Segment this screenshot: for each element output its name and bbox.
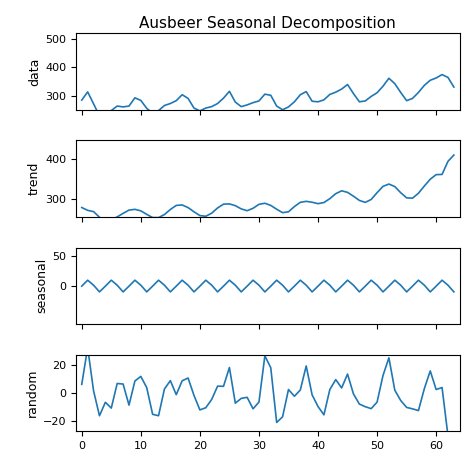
Title: Ausbeer Seasonal Decomposition: Ausbeer Seasonal Decomposition (139, 16, 396, 31)
Y-axis label: seasonal: seasonal (35, 258, 48, 313)
Y-axis label: trend: trend (28, 162, 41, 195)
Y-axis label: data: data (28, 57, 41, 86)
Y-axis label: random: random (26, 369, 38, 417)
